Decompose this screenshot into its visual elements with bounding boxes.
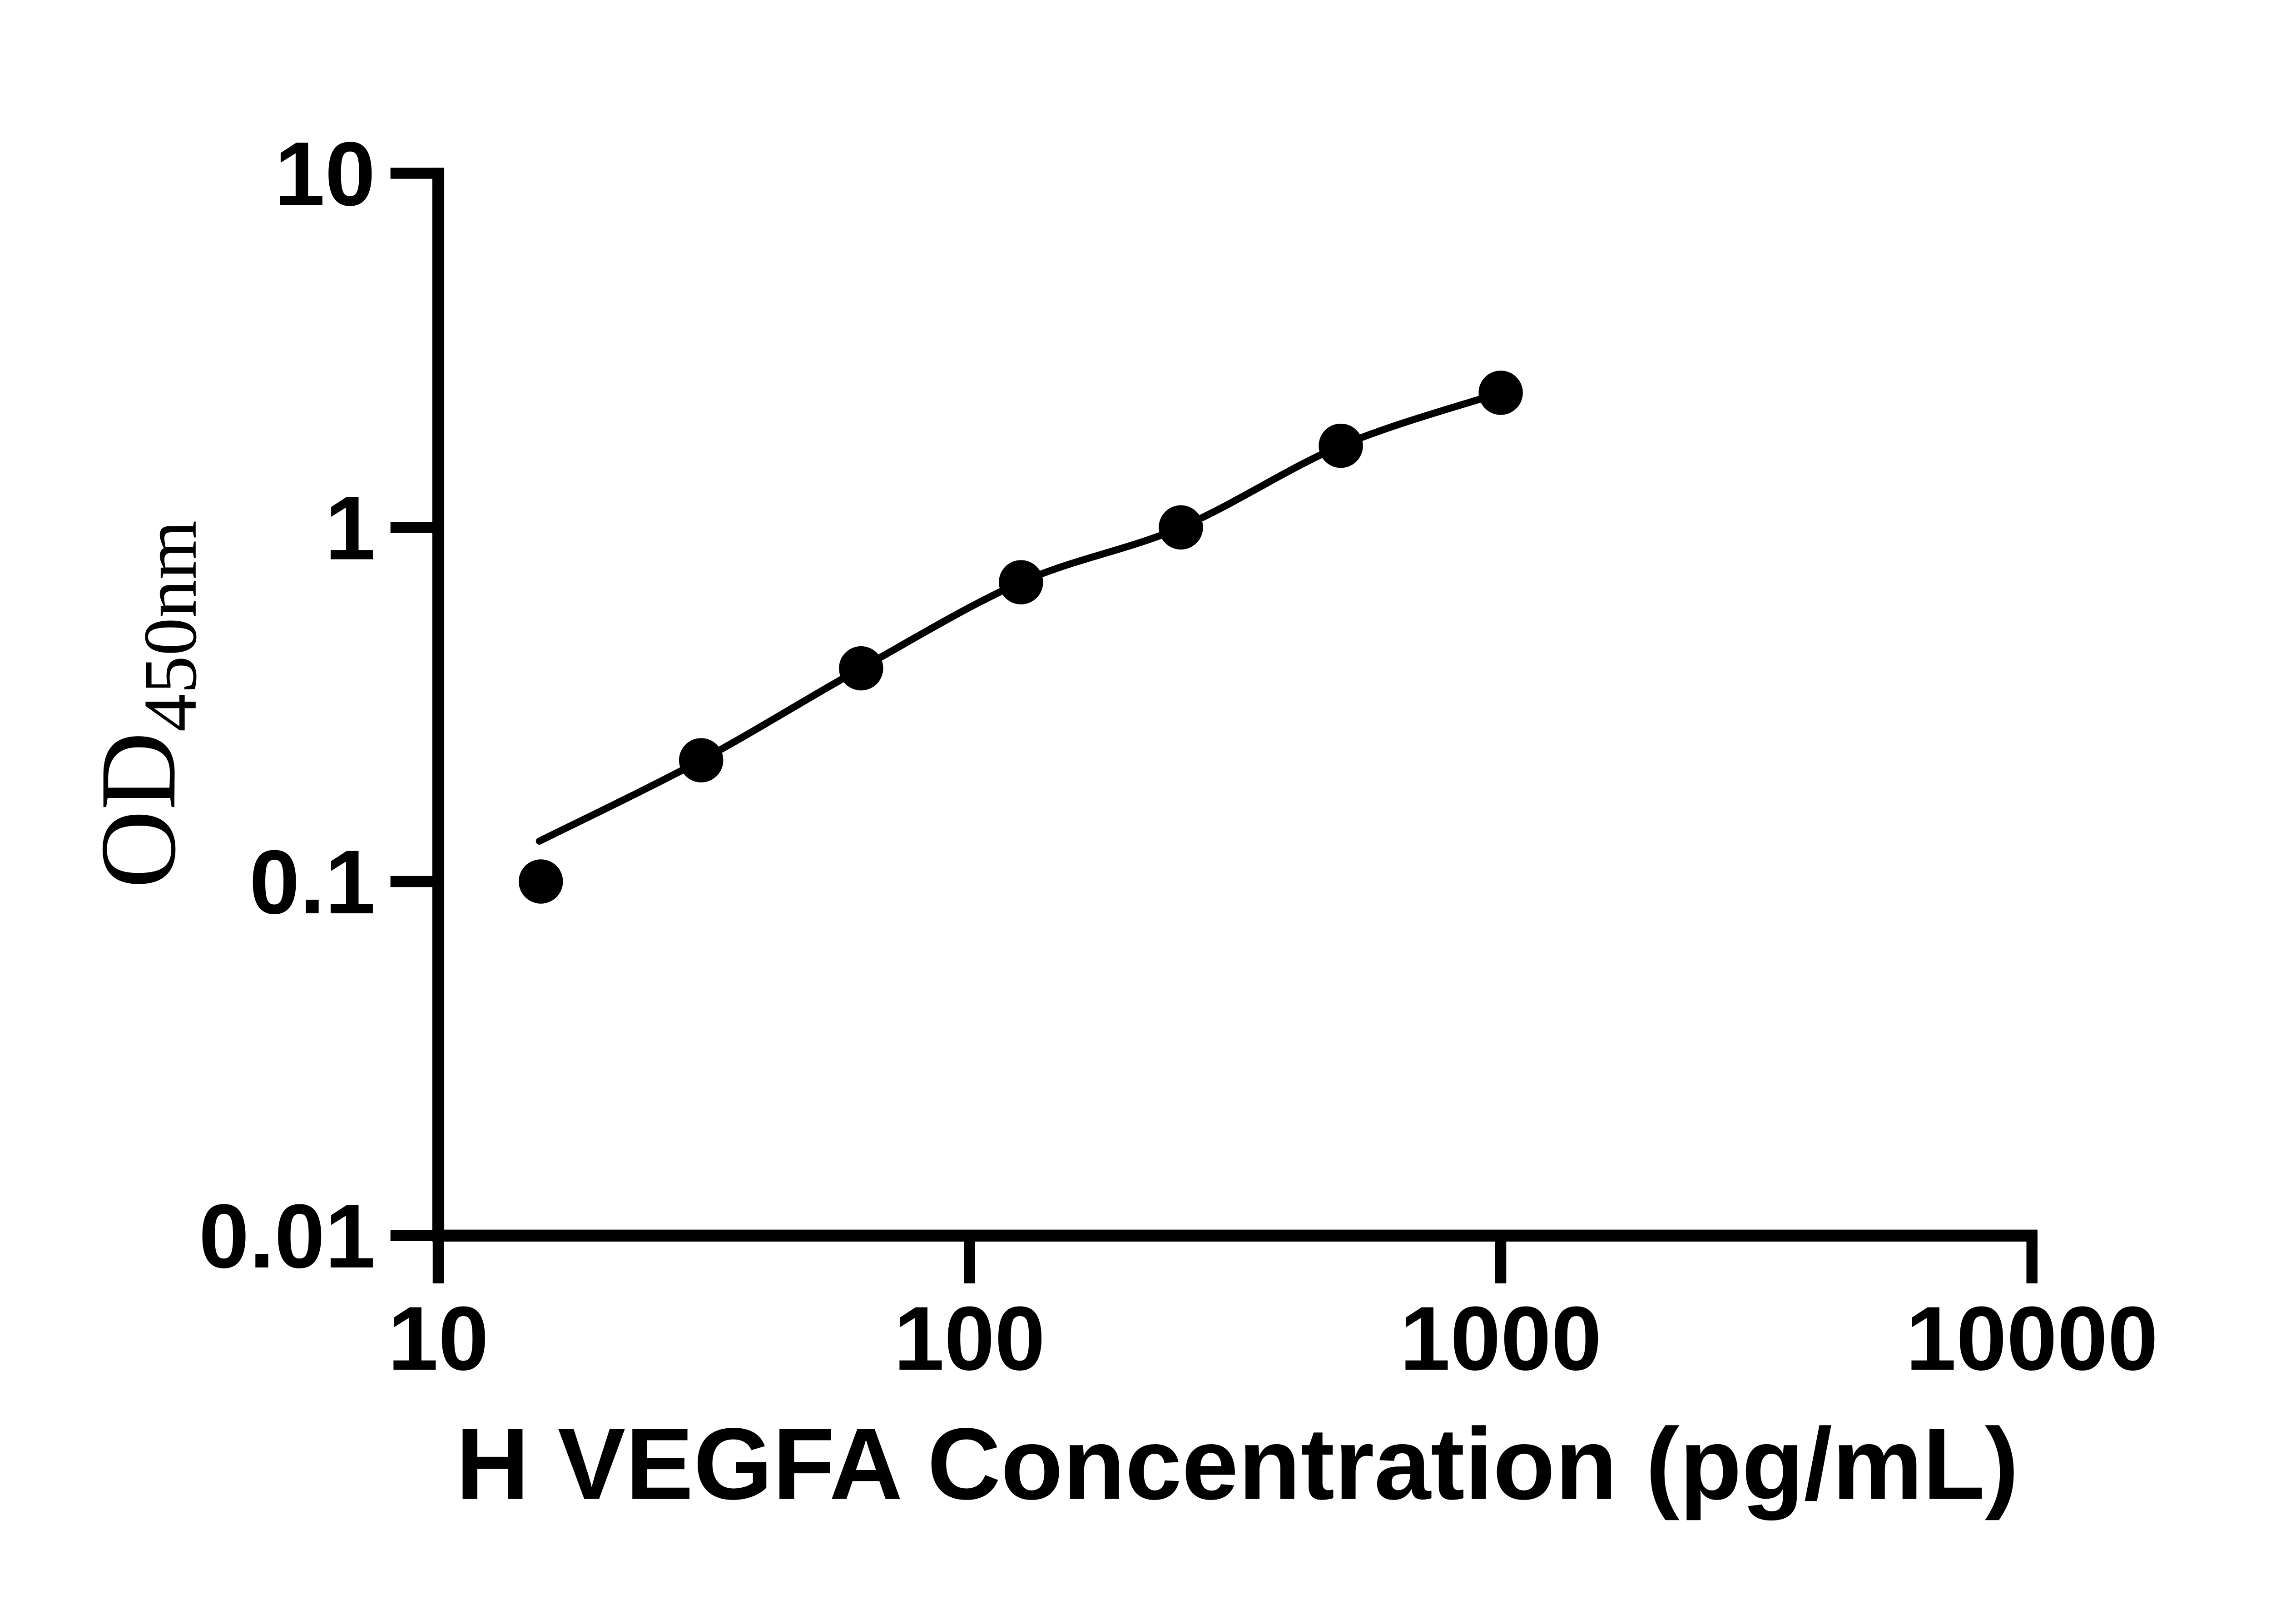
plot-series (519, 371, 1523, 904)
data-point (839, 646, 883, 691)
y-axis-title-main: OD (78, 732, 198, 889)
x-tick-label: 10 (388, 1288, 489, 1389)
x-tick-label: 1000 (1400, 1288, 1602, 1389)
x-tick-label: 10000 (1906, 1288, 2158, 1389)
chart-background (0, 20, 2271, 1604)
y-axis-tick-labels: 10 1 0.1 0.01 (199, 124, 376, 1287)
y-tick-label: 1 (325, 477, 375, 579)
data-point (1319, 423, 1363, 468)
data-point (1159, 505, 1203, 550)
data-point (679, 738, 724, 782)
y-tick-label: 10 (274, 124, 375, 225)
x-axis-title: H VEGFA Concentration (pg/mL) (456, 1407, 2019, 1521)
data-points (519, 371, 1523, 904)
y-axis-ticks (390, 168, 438, 1241)
data-point (999, 560, 1043, 604)
data-point (1478, 371, 1523, 415)
x-axis-ticks (432, 1235, 2038, 1284)
axes (432, 168, 2038, 1242)
x-axis-tick-labels: 10 100 1000 10000 (388, 1288, 2158, 1389)
y-tick-label: 0.1 (249, 832, 376, 933)
x-tick-label: 100 (894, 1288, 1045, 1389)
data-point (519, 859, 563, 904)
y-axis-title-subscript: 450nm (129, 520, 213, 732)
y-axis-title: OD450nm (78, 520, 213, 889)
y-tick-label: 0.01 (199, 1186, 376, 1287)
